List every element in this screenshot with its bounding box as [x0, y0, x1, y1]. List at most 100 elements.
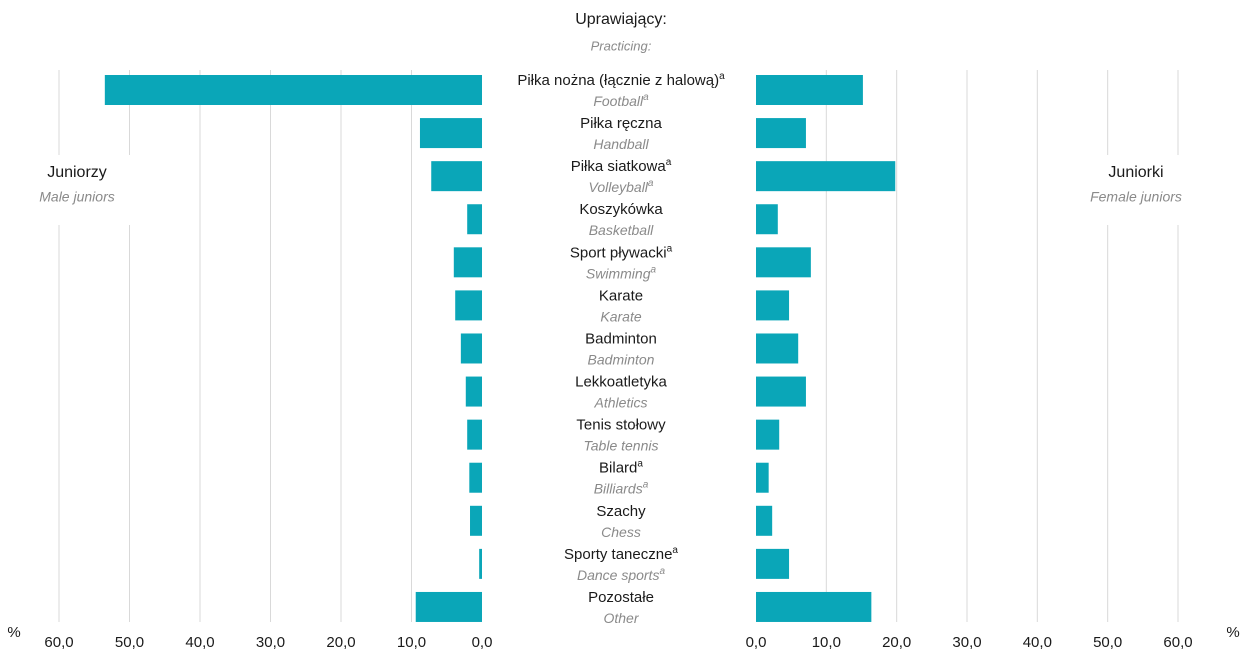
category-text: Piłka siatkowa — [571, 158, 667, 175]
bar — [470, 505, 482, 536]
category-label: Tenis stołowy — [576, 417, 666, 434]
bar — [431, 161, 482, 192]
bar — [479, 548, 482, 579]
x-tick-label: 40,0 — [185, 634, 214, 651]
category-label-en: Swimminga — [586, 264, 657, 281]
x-tick-label: 0,0 — [746, 634, 767, 651]
category-label-en: Badminton — [588, 351, 655, 367]
footnote-mark: a — [659, 566, 665, 577]
category-text: Lekkoatletyka — [575, 374, 667, 391]
bar — [756, 419, 780, 450]
chart-title: Uprawiający: — [575, 11, 667, 28]
category-label-en: Table tennis — [584, 437, 659, 453]
unit-left: % — [7, 624, 20, 641]
footnote-mark: a — [719, 71, 725, 82]
category-text-en: Billiards — [594, 480, 643, 496]
x-tick-label: 60,0 — [1163, 634, 1192, 651]
bar — [419, 118, 482, 149]
side-label-en: Male juniors — [39, 189, 114, 205]
footnote-mark: a — [643, 479, 649, 490]
category-label-en: Chess — [601, 524, 641, 540]
category-label: Karate — [599, 287, 643, 304]
category-text: Szachy — [596, 503, 646, 520]
side-label-en: Female juniors — [1090, 189, 1182, 205]
bar — [104, 75, 482, 105]
bar — [756, 548, 790, 579]
bar — [756, 290, 790, 321]
category-label: Koszykówka — [579, 201, 663, 218]
bar — [756, 118, 806, 149]
category-text: Koszykówka — [579, 201, 663, 218]
category-label: Piłka nożna (łącznie z halową)a — [517, 71, 725, 89]
x-tick-label: 20,0 — [326, 634, 355, 651]
bar — [467, 419, 482, 450]
category-text: Piłka nożna (łącznie z halową) — [517, 72, 719, 89]
chart-subtitle: Practicing: — [591, 38, 652, 53]
x-tick-label: 50,0 — [115, 634, 144, 651]
bar — [756, 75, 863, 105]
category-text: Badminton — [585, 330, 657, 347]
x-tick-label: 30,0 — [952, 634, 981, 651]
category-label-en: Volleyballa — [589, 178, 654, 195]
category-text-en: Basketball — [589, 222, 654, 238]
footnote-mark: a — [643, 92, 649, 103]
bar — [756, 333, 799, 364]
footnote-mark: a — [672, 545, 678, 556]
label-backing — [15, 155, 139, 225]
category-text-en: Other — [603, 610, 639, 626]
x-tick-label: 60,0 — [44, 634, 73, 651]
footnote-mark: a — [666, 157, 672, 168]
bar — [756, 591, 872, 622]
x-tick-label: 20,0 — [882, 634, 911, 651]
category-label-en: Basketball — [589, 222, 654, 238]
category-text-en: Table tennis — [584, 437, 659, 453]
category-text: Sport pływacki — [570, 244, 667, 261]
bar — [756, 161, 896, 192]
x-tick-label: 40,0 — [1023, 634, 1052, 651]
bar — [756, 376, 806, 407]
footnote-mark: a — [648, 178, 654, 189]
bar — [415, 591, 482, 622]
footnote-mark: a — [651, 264, 657, 275]
category-label: Badminton — [585, 330, 657, 347]
footnote-mark: a — [637, 458, 643, 469]
category-label-en: Athletics — [594, 394, 648, 410]
category-label: Sport pływackia — [570, 243, 673, 261]
x-tick-label: 10,0 — [812, 634, 841, 651]
category-label: Piłka ręczna — [580, 115, 662, 132]
category-label-en: Billiardsa — [594, 479, 649, 496]
x-tick-label: 0,0 — [472, 634, 493, 651]
footnote-mark: a — [667, 243, 673, 254]
category-label: Lekkoatletyka — [575, 374, 667, 391]
x-tick-label: 50,0 — [1093, 634, 1122, 651]
category-text: Pozostałe — [588, 589, 654, 606]
category-text-en: Karate — [600, 308, 641, 324]
category-text-en: Dance sports — [577, 567, 659, 583]
x-tick-label: 30,0 — [256, 634, 285, 651]
bar — [467, 204, 482, 235]
category-label-en: Dance sportsa — [577, 566, 665, 583]
category-text-en: Badminton — [588, 351, 655, 367]
bar — [756, 204, 778, 235]
bar — [460, 333, 482, 364]
side-label: Juniorzy — [47, 164, 107, 181]
x-tick-label: 10,0 — [397, 634, 426, 651]
bar — [756, 462, 769, 493]
category-text-en: Chess — [601, 524, 641, 540]
category-label: Pozostałe — [588, 589, 654, 606]
category-label-en: Handball — [593, 136, 649, 152]
bar — [756, 505, 773, 536]
bar — [465, 376, 482, 407]
category-label-en: Karate — [600, 308, 641, 324]
category-text-en: Swimming — [586, 265, 651, 281]
category-text-en: Volleyball — [589, 179, 649, 195]
bar — [453, 247, 482, 278]
category-text: Bilard — [599, 460, 637, 477]
category-text: Karate — [599, 287, 643, 304]
category-label: Sporty tanecznea — [564, 545, 678, 563]
category-text-en: Handball — [593, 136, 649, 152]
bar — [756, 247, 811, 278]
category-label-en: Other — [603, 610, 639, 626]
label-backing — [1074, 155, 1198, 225]
